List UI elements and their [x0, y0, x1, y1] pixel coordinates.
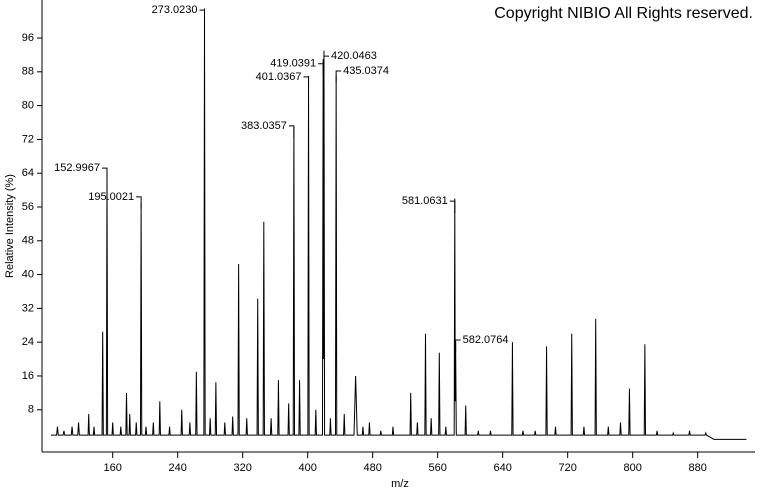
peak-label: 401.0367: [256, 71, 302, 83]
y-tick-label: 56: [22, 201, 34, 213]
y-tick-label: 16: [22, 370, 34, 382]
x-tick-label: 880: [688, 462, 706, 474]
y-tick-label: 8: [28, 404, 34, 416]
x-tick-label: 640: [493, 462, 511, 474]
x-tick-label: 240: [169, 462, 187, 474]
peak-label-bracket: [323, 55, 329, 69]
y-tick-label: 48: [22, 235, 34, 247]
peak-label: 152.9967: [54, 162, 100, 174]
peak-label: 273.0230: [152, 4, 198, 16]
x-tick-label: 320: [234, 462, 252, 474]
x-axis-label: m/z: [391, 478, 409, 490]
peak-label-bracket: [449, 200, 456, 214]
x-tick-label: 720: [558, 462, 576, 474]
peak-label-bracket: [136, 196, 142, 209]
peak-label: 435.0374: [343, 65, 389, 77]
y-tick-label: 72: [22, 133, 34, 145]
peak-label: 419.0391: [270, 58, 316, 70]
y-tick-label: 80: [22, 100, 34, 112]
x-tick-label: 160: [104, 462, 122, 474]
peak-label: 383.0357: [241, 120, 287, 132]
peak-label: 582.0764: [463, 334, 509, 346]
peak-label-bracket: [335, 70, 342, 83]
y-axis-label: Relative Intensity (%): [4, 174, 16, 278]
y-tick-label: 40: [22, 268, 34, 280]
peak-label: 195.0021: [88, 191, 134, 203]
y-tick-label: 88: [22, 66, 34, 78]
peak-label-bracket: [288, 125, 295, 138]
y-tick-label: 96: [22, 32, 34, 44]
y-tick-label: 24: [22, 336, 34, 348]
peak-label-bracket: [101, 167, 108, 181]
peak-label-bracket: [199, 9, 206, 23]
peak-label-bracket: [303, 76, 310, 89]
spectrum-line: [50, 8, 747, 440]
x-tick-label: 400: [299, 462, 317, 474]
x-tick-label: 480: [364, 462, 382, 474]
y-tick-label: 32: [22, 302, 34, 314]
peak-label-bracket: [455, 339, 461, 353]
peak-label: 420.0463: [331, 50, 377, 62]
copyright: Copyright NIBIO All Rights reserved.: [494, 5, 753, 22]
x-tick-label: 560: [429, 462, 447, 474]
peak-label-bracket: [318, 63, 324, 76]
y-tick-label: 64: [22, 167, 34, 179]
x-tick-label: 800: [623, 462, 641, 474]
peak-label: 581.0631: [402, 195, 448, 207]
